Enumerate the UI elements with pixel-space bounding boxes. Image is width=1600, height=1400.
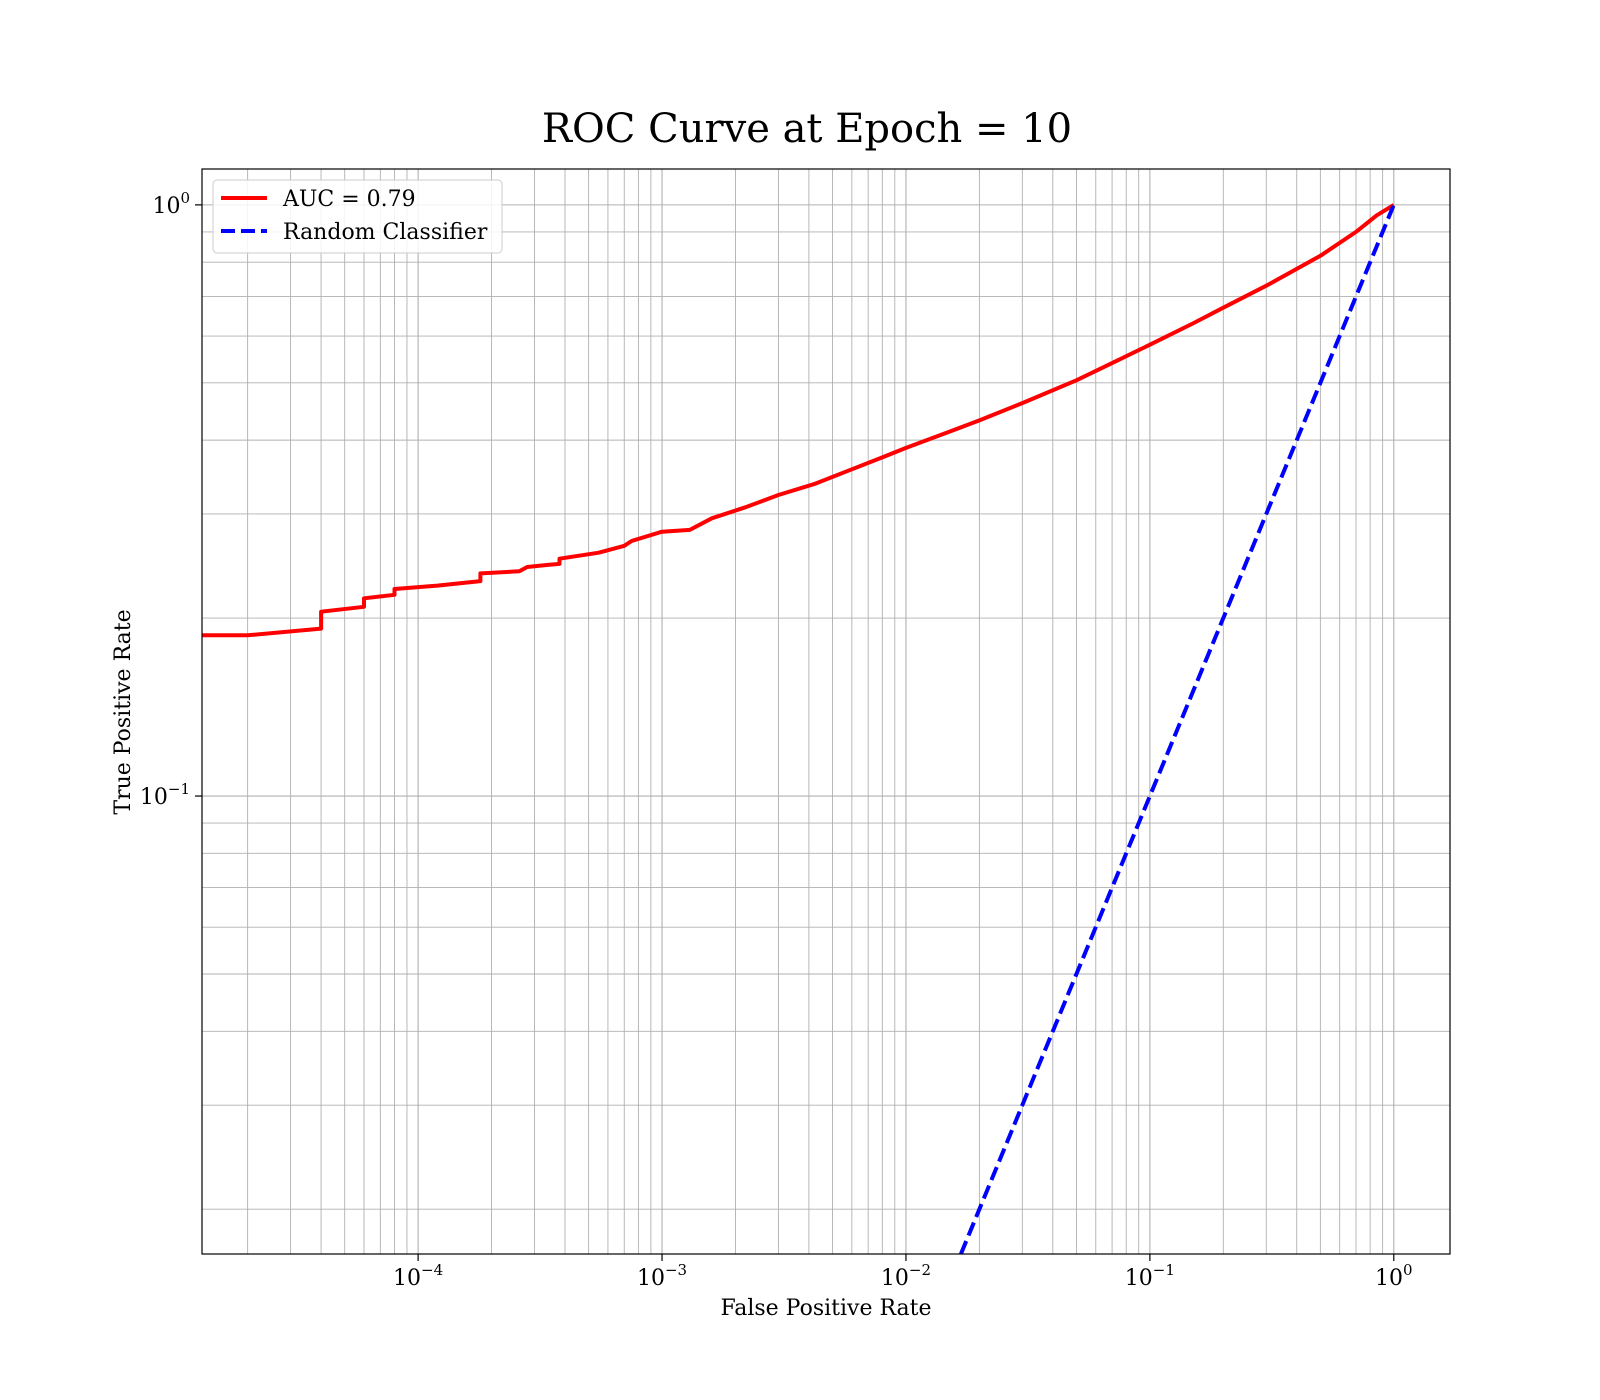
y-tick-label: 100 [152,189,190,219]
x-tick-label: 100 [1375,1261,1413,1291]
axis-ticks: 10−4 10−3 10−2 10−1 100 10−1 100 [140,189,1413,1291]
x-tick-label: 10−1 [1125,1261,1175,1291]
chart-title: ROC Curve at Epoch = 10 [542,106,1072,152]
legend-box [212,179,503,254]
x-tick-label: 10−2 [881,1261,931,1291]
plot-frame [201,168,1451,1255]
legend: AUC = 0.79 Random Classifier [212,179,503,254]
x-axis-label: False Positive Rate [720,1296,931,1321]
roc-curve-line [202,203,1395,638]
y-axis-label: True Positive Rate [111,609,136,814]
legend-label-auc: AUC = 0.79 [282,187,416,212]
x-tick-label: 10−4 [393,1261,443,1291]
legend-label-random: Random Classifier [283,220,488,245]
grid-lines [202,169,1450,1254]
plot-lines [202,203,1396,1255]
x-tick-label: 10−3 [637,1261,687,1291]
y-tick-label: 10−1 [140,780,190,810]
random-classifier-line [959,204,1396,1255]
